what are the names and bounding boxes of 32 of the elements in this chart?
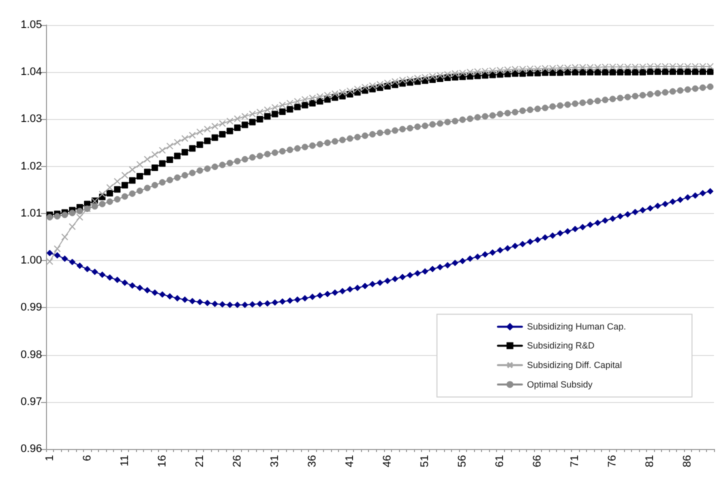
x-tick-label: 31 xyxy=(268,455,281,468)
y-tick-label: 1.00 xyxy=(20,254,42,267)
x-tick-label: 26 xyxy=(231,455,244,468)
y-tick-label: 0.96 xyxy=(20,443,42,455)
x-tick-label: 36 xyxy=(306,455,318,468)
x-tick-label: 76 xyxy=(606,455,619,468)
y-tick-label: 0.97 xyxy=(20,396,42,408)
x-tick-label: 71 xyxy=(569,455,582,468)
y-tick-label: 1.02 xyxy=(20,160,42,172)
y-tick-label: 1.05 xyxy=(20,19,42,31)
x-tick-label: 6 xyxy=(81,455,94,462)
x-tick-label: 56 xyxy=(456,455,469,468)
y-tick-label: 1.04 xyxy=(20,66,42,78)
x-tick-label: 16 xyxy=(156,455,168,468)
legend-label: Subsidizing R&D xyxy=(526,340,595,351)
x-tick-label: 21 xyxy=(194,455,206,468)
legend-label: Subsidizing Human Cap. xyxy=(526,322,626,332)
y-tick-label: 1.01 xyxy=(20,207,42,220)
y-tick-label: 0.98 xyxy=(20,348,42,361)
x-tick-label: 66 xyxy=(532,455,544,468)
y-tick-label: 1.03 xyxy=(20,113,42,126)
legend-label: Subsidizing Diff. Capital xyxy=(526,360,622,370)
x-tick-label: 46 xyxy=(382,455,394,468)
x-tick-label: 61 xyxy=(494,455,506,468)
x-tick-label: 11 xyxy=(118,455,131,466)
x-tick-label: 51 xyxy=(419,455,432,468)
legend-label: Optimal Subsidy xyxy=(526,380,593,390)
x-tick-label: 81 xyxy=(644,455,656,468)
y-tick-label: 0.99 xyxy=(20,302,42,314)
x-tick-label: 1 xyxy=(44,455,56,462)
x-tick-label: 86 xyxy=(682,455,694,468)
x-tick-label: 41 xyxy=(344,455,356,468)
